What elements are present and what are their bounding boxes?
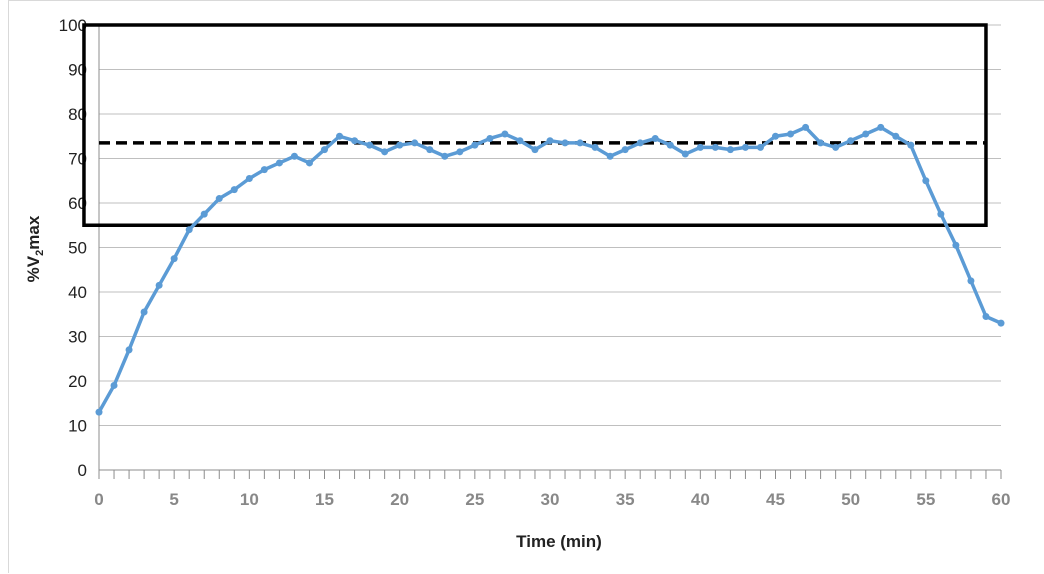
data-point [711, 143, 719, 151]
data-point [606, 152, 614, 160]
data-point [877, 123, 885, 131]
data-point [907, 141, 915, 149]
axes [98, 25, 1002, 479]
data-point [290, 152, 298, 160]
data-point [381, 148, 389, 156]
data-point [275, 159, 283, 167]
x-tick-label: 0 [94, 490, 103, 509]
data-point [636, 139, 644, 147]
data-point [336, 132, 344, 140]
y-tick-label: 20 [68, 372, 87, 391]
data-point [817, 139, 825, 147]
data-point [471, 141, 479, 149]
x-tick-labels: 0 5 10 15 20 25 30 35 40 45 50 55 60 [94, 490, 1010, 509]
x-tick-label: 35 [616, 490, 635, 509]
data-point [561, 139, 569, 147]
x-tick-label: 30 [541, 490, 560, 509]
data-point [426, 146, 434, 154]
x-tick-label: 40 [691, 490, 710, 509]
data-point [802, 123, 810, 131]
data-point [351, 137, 359, 145]
data-point [997, 319, 1005, 327]
y-tick-label: 40 [68, 283, 87, 302]
x-tick-label: 60 [992, 490, 1011, 509]
x-tick-label: 25 [465, 490, 484, 509]
data-point [651, 134, 659, 142]
chart-frame: 0 10 20 30 40 50 60 70 80 90 100 0 5 10 15 20 25 30 35 40 4… [8, 0, 1044, 573]
series-line [97, 125, 1002, 414]
data-point [155, 281, 163, 289]
x-tick-label: 50 [841, 490, 860, 509]
data-point [366, 141, 374, 149]
data-point [441, 152, 449, 160]
data-point [125, 346, 133, 354]
data-point [937, 210, 945, 218]
data-point [200, 210, 208, 218]
x-tick-label: 55 [916, 490, 935, 509]
x-tick-label: 15 [315, 490, 334, 509]
x-tick-label: 45 [766, 490, 785, 509]
y-tick-label: 30 [68, 328, 87, 347]
data-point [140, 308, 148, 316]
data-point [531, 146, 539, 154]
y-tick-label: 100 [59, 16, 87, 35]
highlight-box [82, 23, 988, 227]
data-point [215, 195, 223, 203]
data-point [772, 132, 779, 140]
data-point [95, 408, 103, 416]
data-point [681, 150, 689, 158]
data-point [847, 137, 855, 145]
x-axis-title: Time (min) [516, 532, 602, 551]
data-point [892, 132, 900, 140]
data-point [170, 255, 178, 263]
data-point [982, 312, 990, 320]
y-axis-title: %V2max [24, 215, 46, 282]
y-tick-label: 10 [68, 417, 87, 436]
data-point [456, 148, 464, 156]
data-point [576, 139, 584, 147]
data-point [862, 130, 870, 138]
data-point [952, 241, 960, 249]
y-tick-label: 50 [68, 239, 87, 258]
data-point [321, 146, 328, 154]
data-point [546, 137, 554, 145]
data-point [516, 137, 524, 145]
data-point [501, 130, 509, 138]
data-point [666, 141, 674, 149]
data-point [967, 277, 975, 285]
data-point [245, 175, 253, 183]
data-point [726, 146, 734, 154]
data-point [110, 381, 118, 389]
data-point [787, 130, 795, 138]
data-point [756, 143, 764, 151]
highlight-rectangle [82, 23, 988, 227]
x-tick-label: 20 [390, 490, 409, 509]
data-point [832, 143, 840, 151]
data-point [922, 177, 930, 185]
data-point [305, 159, 313, 167]
data-point [396, 141, 404, 149]
x-tick-label: 10 [240, 490, 259, 509]
data-point [621, 146, 629, 154]
data-point [230, 186, 238, 194]
y-tick-label: 0 [78, 461, 87, 480]
series [95, 123, 1005, 416]
data-point [185, 226, 193, 234]
data-point [741, 143, 749, 151]
data-point [591, 143, 599, 151]
x-tick-label: 5 [169, 490, 178, 509]
data-point [411, 139, 419, 147]
data-point [260, 166, 268, 174]
data-point [486, 134, 494, 142]
data-point [696, 143, 704, 151]
